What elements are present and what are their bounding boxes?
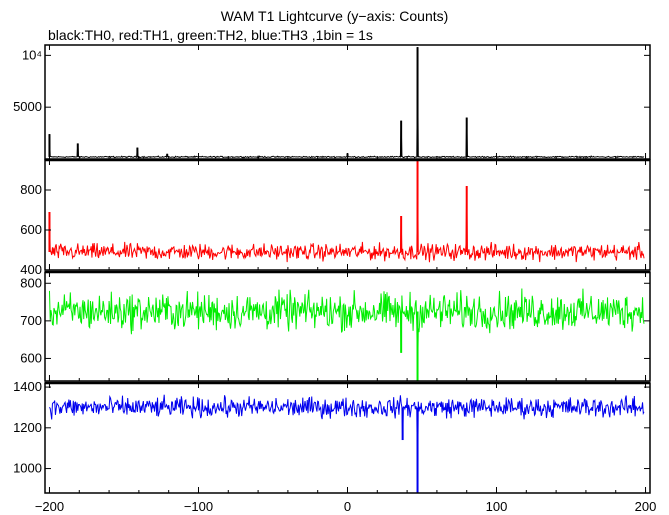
y-tick-label: 700 xyxy=(20,313,42,328)
x-tick-label: −200 xyxy=(35,499,64,514)
chart-subtitle: black:TH0, red:TH1, green:TH2, blue:TH3 … xyxy=(48,27,373,43)
y-tick-label: 1200 xyxy=(13,420,42,435)
series-line-th1 xyxy=(48,160,645,263)
y-tick-label: 800 xyxy=(20,275,42,290)
y-tick-label: 5000 xyxy=(13,99,42,114)
y-tick-label: 600 xyxy=(20,350,42,365)
x-tick-label: 0 xyxy=(344,499,351,514)
panel-frame-th3 xyxy=(44,382,651,494)
chart-title: WAM T1 Lightcurve (y−axis: Counts) xyxy=(220,8,449,24)
series-line-th3 xyxy=(49,394,645,493)
panel-frame-th0 xyxy=(44,44,651,160)
y-tick-label: 1400 xyxy=(13,379,42,394)
x-tick-label: 100 xyxy=(486,499,508,514)
y-tick-label: 600 xyxy=(20,222,42,237)
panel-frame-th2 xyxy=(44,271,651,382)
x-tick-label: 200 xyxy=(635,499,657,514)
series-line-th2 xyxy=(48,288,645,381)
x-tick-label: −100 xyxy=(184,499,213,514)
y-tick-label: 400 xyxy=(20,262,42,277)
y-tick-label: 10⁴ xyxy=(22,47,42,62)
y-tick-label: 1000 xyxy=(13,461,42,476)
series-line-th0 xyxy=(48,47,645,159)
y-tick-label: 800 xyxy=(20,182,42,197)
